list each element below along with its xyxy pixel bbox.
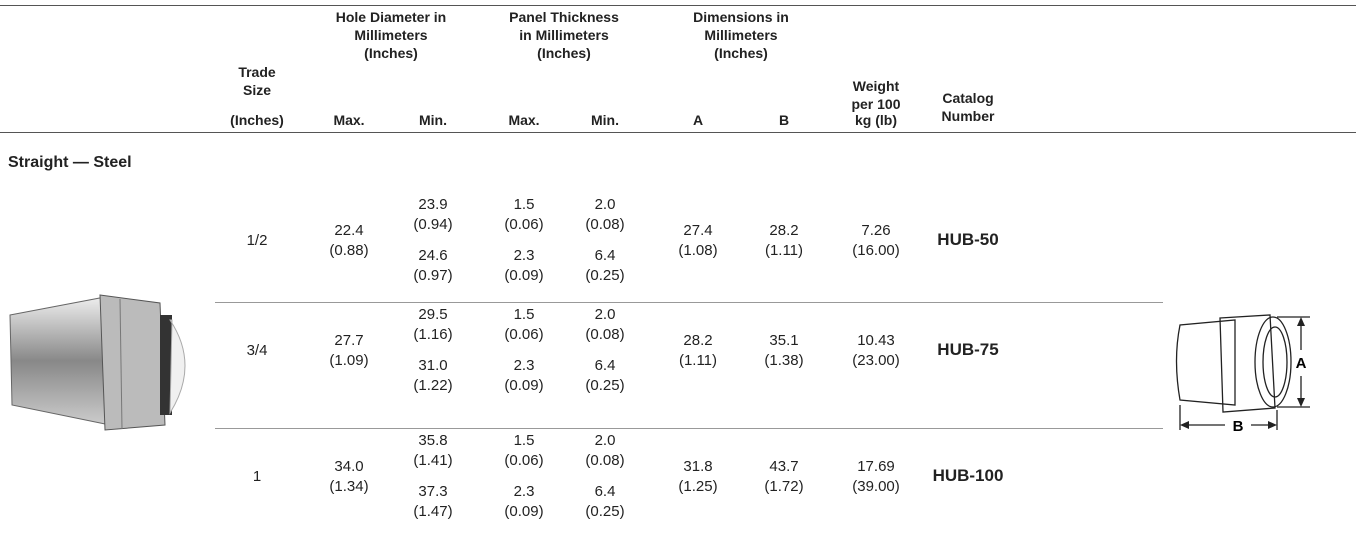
cell-mm: 2.3 (513, 357, 535, 374)
cell-in: (1.38) (764, 351, 804, 369)
cell-in: (0.09) (504, 267, 544, 284)
cell-mm: 35.1 (769, 331, 799, 349)
dimension-diagram: A B (1175, 314, 1310, 435)
sub-header: A (692, 112, 704, 128)
cell-in: (0.06) (504, 452, 544, 469)
cell-mm: 1.5 (513, 432, 535, 449)
cell-in: (1.25) (678, 477, 718, 495)
cell-mm: 1.5 (513, 306, 535, 323)
cell-in: (0.09) (504, 377, 544, 394)
column-header: kg (lb) (855, 112, 897, 128)
cell-mm: 31.0 (418, 357, 448, 374)
catalog-number: HUB-50 (937, 229, 999, 249)
cell-mm: 29.5 (418, 306, 448, 323)
cell-in: (0.97) (413, 267, 453, 284)
top-rule (0, 5, 1356, 6)
cell-in: (0.08) (585, 452, 625, 469)
cell-mm: 6.4 (594, 483, 616, 500)
cell-mm: 28.2 (683, 331, 713, 349)
cell-in: (0.25) (585, 377, 625, 394)
column-header: Weight per 100 (851, 78, 901, 112)
column-header: Trade Size (238, 64, 276, 98)
cell-in: (0.25) (585, 503, 625, 520)
cell-mm: 35.8 (418, 432, 448, 449)
header-rule (0, 132, 1356, 133)
column-header: (Inches) (230, 112, 284, 128)
cell-mm: 23.9 (418, 196, 448, 213)
cell-in: (1.34) (329, 477, 369, 495)
cell-mm: 2.3 (513, 247, 535, 264)
cell-mm: 17.69 (857, 457, 895, 475)
sub-header: Max. (508, 112, 540, 128)
cell-in: (1.41) (413, 452, 453, 469)
cell-in: (1.09) (329, 351, 369, 369)
trade-size: 1 (252, 467, 262, 485)
hub-photo (9, 294, 186, 431)
cell-mm: 6.4 (594, 247, 616, 264)
cell-in: (0.06) (504, 326, 544, 343)
catalog-number: HUB-100 (932, 465, 1004, 485)
cell-in: (1.11) (764, 241, 804, 259)
sub-header: B (778, 112, 790, 128)
cell-mm: 22.4 (334, 221, 364, 239)
cell-in: (0.88) (329, 241, 369, 259)
cell-in: (23.00) (852, 351, 900, 369)
dimension-label: B (1233, 418, 1244, 435)
cell-mm: 6.4 (594, 357, 616, 374)
cell-mm: 2.0 (594, 432, 616, 449)
cell-mm: 1.5 (513, 196, 535, 213)
cell-in: (1.72) (764, 477, 804, 495)
cell-mm: 34.0 (334, 457, 364, 475)
row-rule (215, 302, 1163, 303)
dimension-label: A (1296, 355, 1307, 372)
row-rule (215, 428, 1163, 429)
cell-mm: 2.3 (513, 483, 535, 500)
catalog-number: HUB-75 (937, 339, 999, 359)
cell-in: (1.47) (413, 503, 453, 520)
cell-mm: 7.26 (861, 221, 891, 239)
sub-header: Max. (333, 112, 365, 128)
cell-mm: 27.4 (683, 221, 713, 239)
cell-in: (1.16) (413, 326, 453, 343)
cell-in: (0.08) (585, 326, 625, 343)
column-header: Catalog Number (941, 90, 995, 124)
cell-in: (0.25) (585, 267, 625, 284)
cell-mm: 2.0 (594, 196, 616, 213)
trade-size: 3/4 (246, 341, 268, 359)
cell-mm: 27.7 (334, 331, 364, 349)
cell-mm: 24.6 (418, 247, 448, 264)
cell-in: (1.11) (678, 351, 718, 369)
cell-mm: 28.2 (769, 221, 799, 239)
cell-mm: 31.8 (683, 457, 713, 475)
cell-mm: 37.3 (418, 483, 448, 500)
group-header: Hole Diameter in Millimeters (Inches) (335, 9, 447, 61)
cell-in: (1.08) (678, 241, 718, 259)
cell-mm: 2.0 (594, 306, 616, 323)
cell-in: (0.08) (585, 216, 625, 233)
cell-in: (0.06) (504, 216, 544, 233)
cell-in: (0.09) (504, 503, 544, 520)
cell-mm: 10.43 (857, 331, 895, 349)
cell-in: (39.00) (852, 477, 900, 495)
group-header: Dimensions in Millimeters (Inches) (693, 9, 789, 61)
section-title: Straight — Steel (8, 154, 132, 171)
cell-in: (0.94) (413, 216, 453, 233)
trade-size: 1/2 (246, 231, 268, 249)
cell-in: (1.22) (413, 377, 453, 394)
cell-in: (16.00) (852, 241, 900, 259)
group-header: Panel Thickness in Millimeters (Inches) (509, 9, 619, 61)
cell-mm: 43.7 (769, 457, 799, 475)
sub-header: Min. (591, 112, 619, 128)
sub-header: Min. (419, 112, 447, 128)
